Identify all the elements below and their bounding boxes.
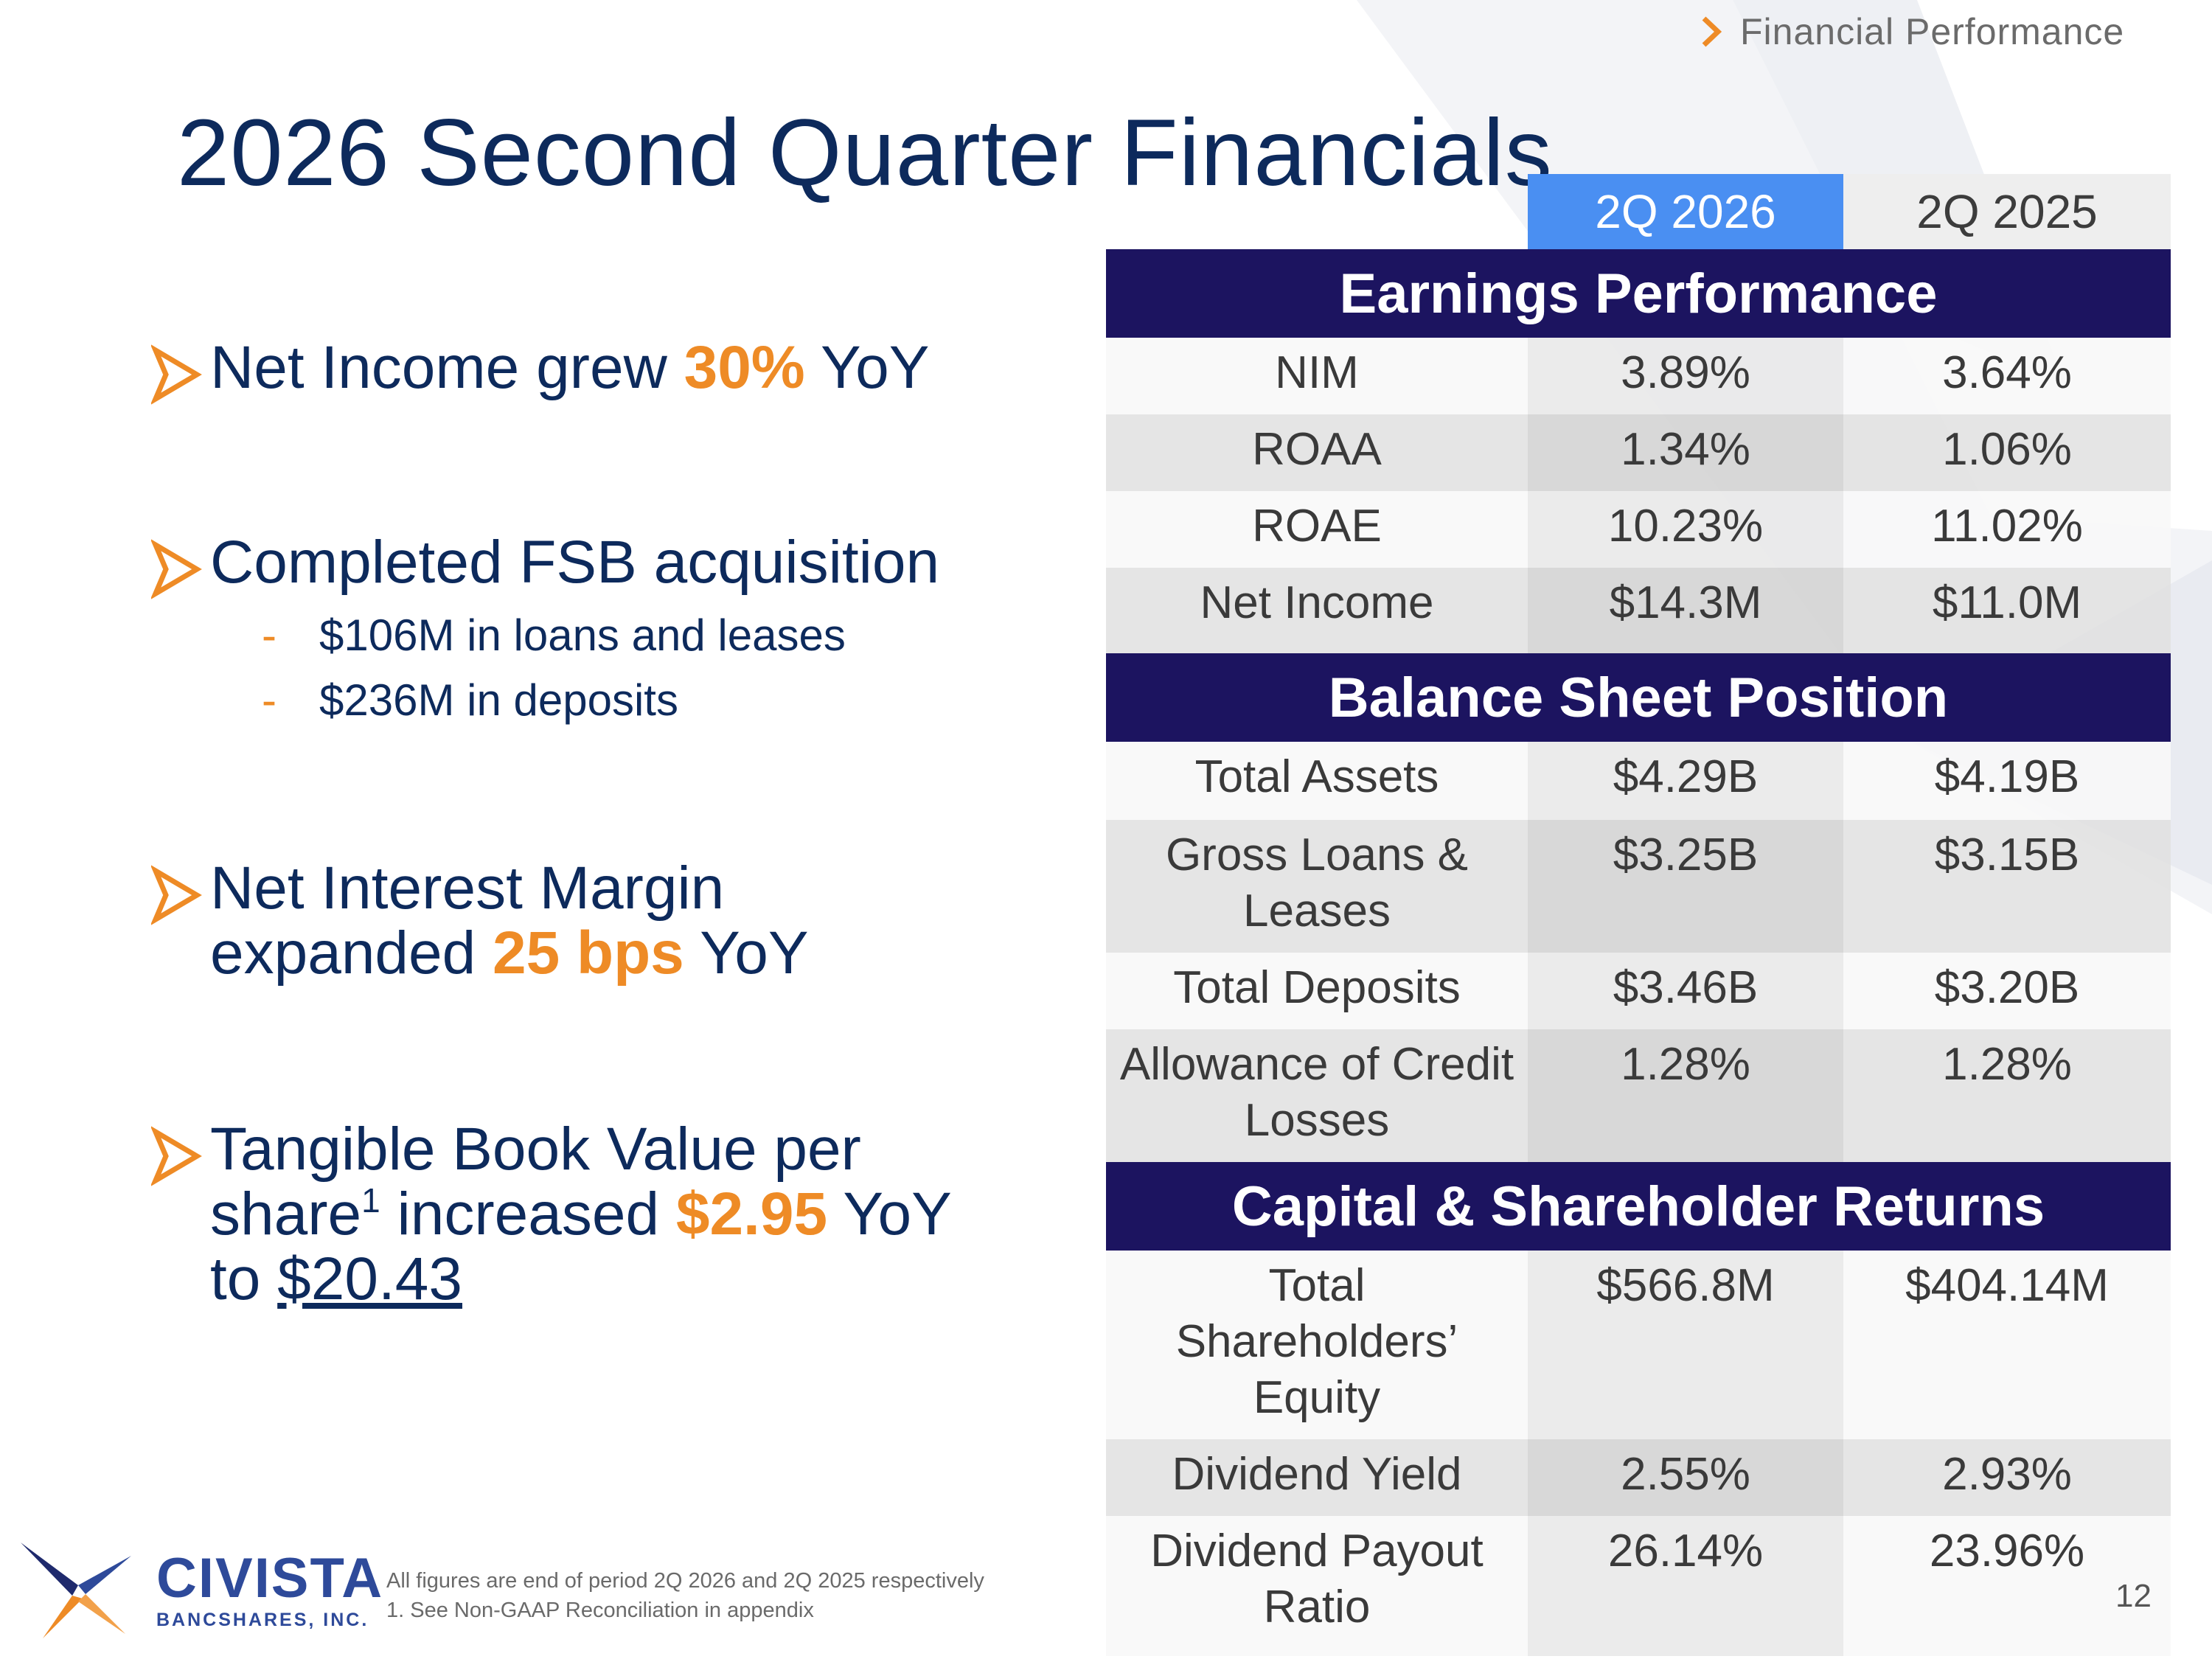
table-row: Dividend Yield 2.55% 2.93% bbox=[1106, 1439, 2171, 1516]
tbv-value-link[interactable]: $20.43 bbox=[277, 1245, 462, 1312]
bullet-nim: Net Interest Margin expanded 25 bps YoY bbox=[151, 856, 809, 986]
sub-bullet-deposits: - $236M in deposits bbox=[262, 675, 678, 725]
column-header-2q-2025: 2Q 2025 bbox=[1843, 174, 2171, 249]
section-earnings-performance: Earnings Performance bbox=[1106, 249, 2171, 338]
table-row: Total Shareholders’ Equity $566.8M $404.14… bbox=[1106, 1251, 2171, 1439]
civista-star-logo-icon bbox=[21, 1543, 131, 1638]
chevron-right-icon bbox=[1702, 16, 1722, 47]
arrow-bullet-icon bbox=[151, 344, 202, 405]
bullet-net-income: Net Income grew 30% YoY bbox=[151, 335, 929, 408]
footnote-period: All figures are end of period 2Q 2026 an… bbox=[386, 1569, 984, 1593]
arrow-bullet-icon bbox=[151, 1126, 202, 1186]
section-balance-sheet-position: Balance Sheet Position bbox=[1106, 653, 2171, 742]
page-title: 2026 Second Quarter Financials bbox=[177, 100, 1553, 206]
table-row: NIM 3.89% 3.64% bbox=[1106, 338, 2171, 414]
sub-bullet-loans: - $106M in loans and leases bbox=[262, 611, 846, 660]
section-capital-shareholder-returns: Capital & Shareholder Returns bbox=[1106, 1162, 2171, 1251]
bullet-acquisition: Completed FSB acquisition bbox=[151, 530, 939, 602]
table-row: Net Income $14.3M $11.0M bbox=[1106, 568, 2171, 653]
tbv-increase: $2.95 bbox=[675, 1180, 828, 1248]
nim-expansion: 25 bps bbox=[493, 919, 684, 987]
table-row: Dividend Payout Ratio 26.14% 23.96% bbox=[1106, 1516, 2171, 1656]
footnote-non-gaap: 1. See Non-GAAP Reconciliation in append… bbox=[386, 1599, 814, 1622]
arrow-bullet-icon bbox=[151, 865, 202, 925]
brand-subtitle: BANCSHARES, INC. bbox=[156, 1609, 369, 1630]
table-row: Total Deposits $3.46B $3.20B bbox=[1106, 953, 2171, 1029]
breadcrumb: Financial Performance bbox=[1700, 10, 2124, 53]
company-logo: CIVISTA BANCSHARES, INC. bbox=[21, 1543, 383, 1638]
table-row: ROAA 1.34% 1.06% bbox=[1106, 414, 2171, 491]
table-row: Gross Loans & Leases $3.25B $3.15B bbox=[1106, 820, 2171, 953]
net-income-growth: 30% bbox=[684, 334, 805, 401]
breadcrumb-label: Financial Performance bbox=[1740, 11, 2125, 52]
page-number: 12 bbox=[2115, 1578, 2152, 1614]
table-row: Allowance of Credit Losses 1.28% 1.28% bbox=[1106, 1029, 2171, 1162]
brand-name: CIVISTA bbox=[156, 1546, 384, 1610]
bullet-tbv: Tangible Book Value per share1 increased … bbox=[151, 1117, 952, 1312]
column-header-2q-2026: 2Q 2026 bbox=[1528, 174, 1843, 249]
arrow-bullet-icon bbox=[151, 539, 202, 599]
footnotes: All figures are end of period 2Q 2026 an… bbox=[386, 1566, 984, 1625]
footnote-marker: 1 bbox=[361, 1181, 380, 1220]
table-row: ROAE 10.23% 11.02% bbox=[1106, 491, 2171, 568]
table-row: Total Assets $4.29B $4.19B bbox=[1106, 742, 2171, 820]
